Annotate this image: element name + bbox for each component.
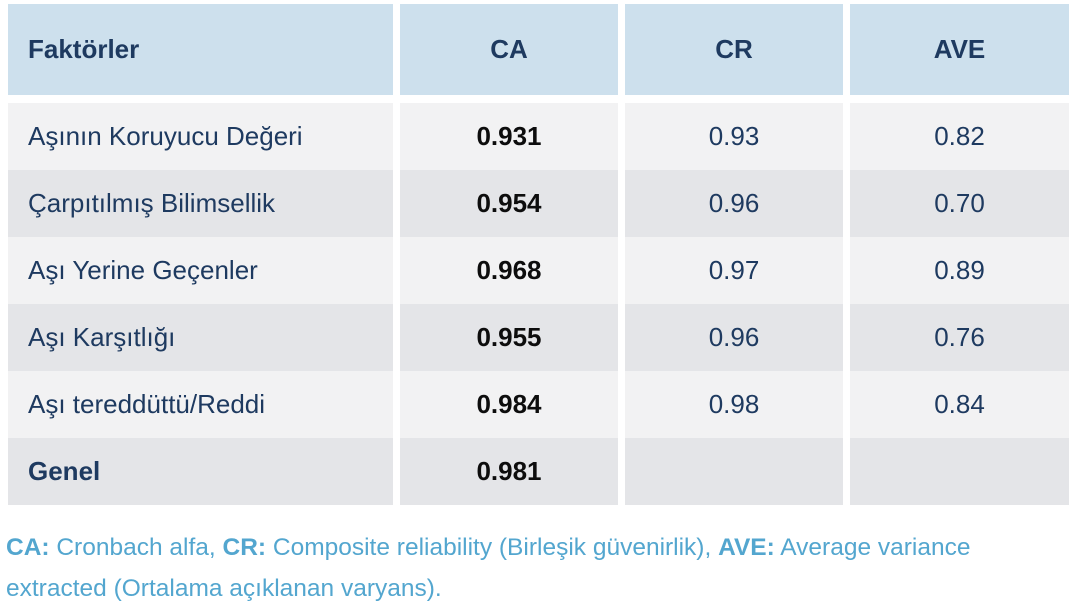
factor-cell: Aşı Yerine Geçenler <box>8 237 393 304</box>
table-row: Aşı tereddüttü/Reddi 0.984 0.98 0.84 <box>8 371 1069 438</box>
table-row-total: Genel 0.981 <box>8 438 1069 505</box>
ave-cell: 0.89 <box>843 237 1069 304</box>
cr-cell: 0.93 <box>618 103 843 170</box>
cr-cell: 0.97 <box>618 237 843 304</box>
factor-cell: Çarpıtılmış Bilimsellik <box>8 170 393 237</box>
factor-cell: Aşı Karşıtlığı <box>8 304 393 371</box>
ave-cell: 0.70 <box>843 170 1069 237</box>
footnote-ca-label: CA: <box>6 534 50 561</box>
ca-cell: 0.981 <box>393 438 618 505</box>
ca-cell: 0.931 <box>393 103 618 170</box>
ca-cell: 0.968 <box>393 237 618 304</box>
reliability-table: Faktörler CA CR AVE Aşının Koruyucu Değe… <box>8 4 1069 505</box>
footnote-ave-label: AVE: <box>718 534 775 561</box>
column-header-cr: CR <box>618 4 843 103</box>
factor-cell: Genel <box>8 438 393 505</box>
column-header-ca: CA <box>393 4 618 103</box>
ave-cell: 0.84 <box>843 371 1069 438</box>
footnote-cr-text: Composite reliability (Birleşik güvenirl… <box>266 534 719 561</box>
factor-cell: Aşı tereddüttü/Reddi <box>8 371 393 438</box>
footnote-cr-label: CR: <box>222 534 267 561</box>
ca-cell: 0.984 <box>393 371 618 438</box>
factor-cell: Aşının Koruyucu Değeri <box>8 103 393 170</box>
table-footnote: CA: Cronbach alfa, CR: Composite reliabi… <box>6 527 1064 609</box>
cr-cell: 0.98 <box>618 371 843 438</box>
ave-cell <box>843 438 1069 505</box>
column-header-ave: AVE <box>843 4 1069 103</box>
cr-cell <box>618 438 843 505</box>
table-row: Aşı Yerine Geçenler 0.968 0.97 0.89 <box>8 237 1069 304</box>
table-header-row: Faktörler CA CR AVE <box>8 4 1069 103</box>
ca-cell: 0.954 <box>393 170 618 237</box>
table-row: Aşının Koruyucu Değeri 0.931 0.93 0.82 <box>8 103 1069 170</box>
column-header-factors: Faktörler <box>8 4 393 103</box>
ave-cell: 0.76 <box>843 304 1069 371</box>
cr-cell: 0.96 <box>618 170 843 237</box>
table-row: Çarpıtılmış Bilimsellik 0.954 0.96 0.70 <box>8 170 1069 237</box>
ave-cell: 0.82 <box>843 103 1069 170</box>
footnote-ca-text: Cronbach alfa, <box>49 534 223 561</box>
ca-cell: 0.955 <box>393 304 618 371</box>
table-row: Aşı Karşıtlığı 0.955 0.96 0.76 <box>8 304 1069 371</box>
footnote-ave-text: Average variance extracted (Ortalama açı… <box>6 534 971 602</box>
cr-cell: 0.96 <box>618 304 843 371</box>
